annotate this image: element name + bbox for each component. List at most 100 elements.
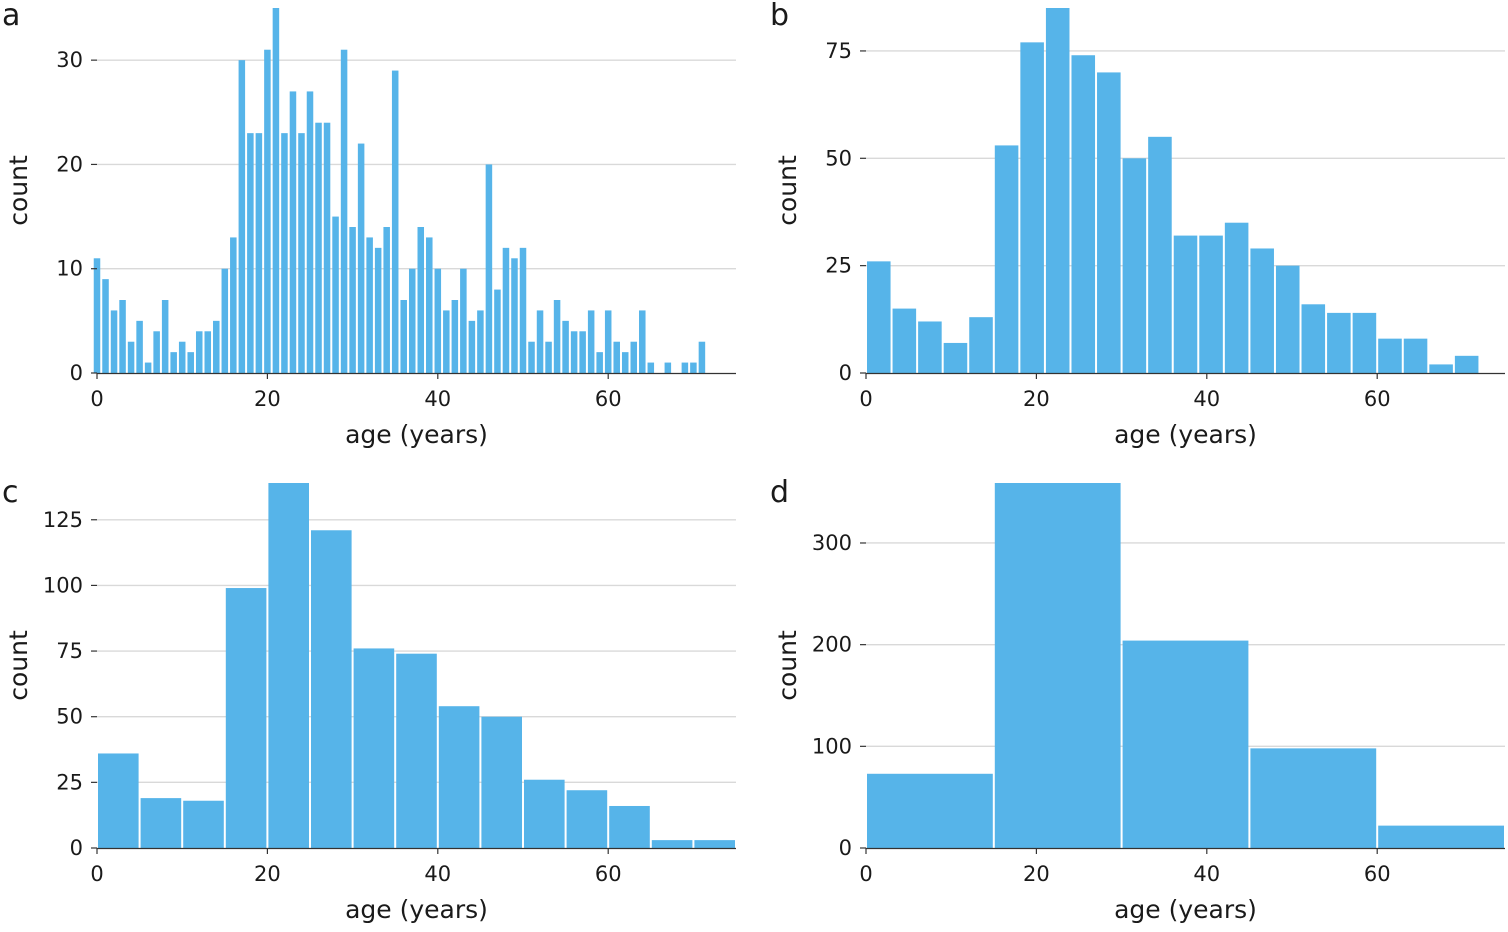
histogram-bar — [366, 237, 373, 373]
y-tick-label: 100 — [812, 734, 852, 758]
panel-c: 0 20 40 60 0 25 50 75 100 125 age (years) count c — [2, 475, 736, 924]
histogram-bar — [1097, 72, 1121, 373]
y-axis-title: count — [4, 155, 33, 226]
histogram-bar — [1327, 312, 1351, 373]
histogram-bar — [357, 143, 365, 373]
y-tick-label: 50 — [825, 146, 852, 170]
histogram-bar — [127, 341, 135, 373]
histogram-bar — [664, 362, 672, 373]
x-tick-label: 20 — [1023, 862, 1050, 886]
histogram-bar — [647, 362, 655, 373]
histogram-bar — [93, 258, 101, 373]
y-tick-label: 200 — [812, 633, 852, 657]
histogram-bar — [391, 70, 399, 374]
histogram-bar — [110, 310, 118, 373]
histogram-bar — [400, 300, 407, 373]
histogram-bar — [230, 237, 237, 373]
histogram-bar — [545, 341, 552, 373]
histogram-bar — [443, 310, 450, 373]
histogram-bar — [225, 588, 267, 848]
histogram-bar — [596, 352, 603, 373]
x-tick-label: 40 — [424, 862, 451, 886]
x-axis-title: age (years) — [1114, 895, 1257, 924]
histogram-bar — [1071, 55, 1096, 374]
histogram-bar — [639, 310, 646, 373]
histogram-bar — [170, 352, 177, 373]
y-tick-label: 0 — [839, 836, 852, 860]
histogram-bar — [524, 779, 565, 848]
histogram-bar — [332, 216, 339, 373]
histogram-bar — [204, 331, 212, 373]
histogram-bar — [481, 716, 522, 848]
histogram-bar — [1045, 8, 1070, 373]
histogram-bar — [698, 341, 706, 373]
histogram-bar — [502, 247, 510, 373]
histogram-bar — [579, 331, 586, 373]
histogram-bar — [1122, 158, 1147, 373]
histogram-bar — [281, 133, 288, 373]
histogram-bar — [613, 341, 620, 373]
histogram-bar — [323, 122, 331, 373]
histogram-bar — [349, 227, 356, 373]
x-tick-label: 40 — [1193, 862, 1220, 886]
histogram-bar — [140, 798, 182, 848]
histogram-bar — [553, 300, 561, 373]
x-tick-label: 20 — [1023, 387, 1050, 411]
histogram-bar — [867, 773, 993, 848]
y-tick-label: 0 — [839, 361, 852, 385]
histogram-bar — [306, 91, 314, 373]
histogram-bar — [694, 840, 735, 848]
histogram-bar — [892, 308, 917, 373]
y-tick-label: 0 — [70, 361, 83, 385]
y-tick-label: 30 — [56, 48, 83, 72]
histogram-bar — [468, 320, 476, 373]
histogram-bar — [1454, 355, 1479, 373]
histogram-bar — [311, 530, 352, 848]
histogram-bar — [98, 753, 139, 848]
y-tick-label: 125 — [43, 508, 83, 532]
histogram-bar — [1275, 265, 1300, 373]
histogram-bar — [570, 331, 578, 373]
histogram-bar — [994, 145, 1019, 373]
histogram-bar — [383, 227, 390, 373]
panel-tag: d — [770, 475, 789, 510]
histogram-bar — [298, 133, 305, 373]
histogram-bar — [102, 279, 109, 373]
x-tick-label: 20 — [254, 387, 281, 411]
histogram-bar — [519, 247, 527, 373]
histogram-bar — [161, 300, 169, 373]
histogram-bar — [867, 261, 891, 373]
histogram-bar — [183, 800, 224, 848]
histogram-bar — [566, 790, 608, 848]
histogram-bar — [494, 289, 501, 373]
histogram-bar — [289, 91, 297, 373]
y-tick-label: 75 — [825, 39, 852, 63]
histogram-bar — [1378, 338, 1402, 373]
histogram-bar — [374, 247, 382, 373]
histogram-bar — [438, 706, 480, 848]
histogram-bar — [1020, 42, 1044, 374]
histogram-bar — [969, 317, 993, 373]
histogram-bar — [681, 362, 689, 373]
histogram-bar — [451, 300, 459, 373]
histogram-bar — [528, 341, 535, 373]
histogram-bar — [511, 258, 518, 373]
histogram-bar — [268, 483, 309, 848]
histogram-bar — [238, 60, 246, 374]
histogram-bar — [178, 341, 186, 373]
histogram-bar — [1224, 222, 1249, 373]
histogram-bar — [340, 49, 348, 373]
histogram-bar — [144, 362, 152, 373]
panel-tag: c — [2, 475, 19, 510]
panel-tag: a — [2, 0, 20, 33]
histogram-bar — [1301, 304, 1326, 373]
histogram-bar — [264, 49, 271, 373]
histogram-bar — [434, 268, 442, 373]
x-tick-label: 0 — [859, 862, 872, 886]
x-tick-label: 60 — [595, 862, 622, 886]
histogram-bar — [1199, 235, 1223, 373]
x-tick-label: 20 — [254, 862, 281, 886]
histogram-bar — [417, 227, 425, 373]
histogram-bar — [247, 133, 254, 373]
